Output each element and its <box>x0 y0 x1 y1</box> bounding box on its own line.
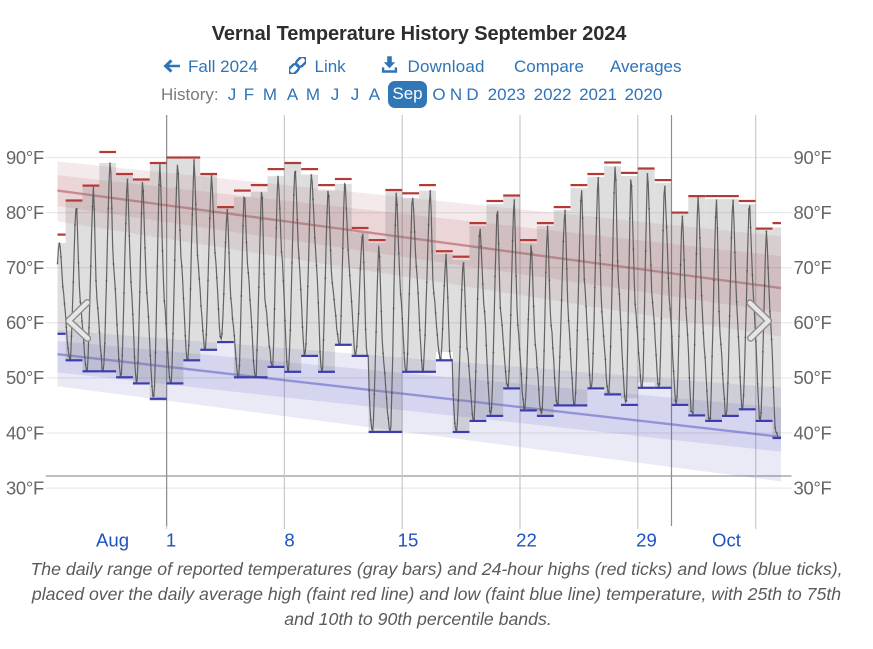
svg-text:50°F: 50°F <box>6 367 44 388</box>
svg-text:80°F: 80°F <box>794 202 832 223</box>
svg-text:15: 15 <box>398 529 419 550</box>
svg-text:80°F: 80°F <box>6 202 44 223</box>
svg-text:60°F: 60°F <box>794 312 832 333</box>
svg-text:30°F: 30°F <box>6 477 44 498</box>
svg-text:40°F: 40°F <box>6 422 44 443</box>
svg-text:40°F: 40°F <box>794 422 832 443</box>
svg-text:90°F: 90°F <box>794 147 832 168</box>
svg-text:1: 1 <box>166 529 176 550</box>
svg-text:Oct: Oct <box>712 529 742 550</box>
svg-text:60°F: 60°F <box>6 312 44 333</box>
svg-text:22: 22 <box>516 529 537 550</box>
svg-text:70°F: 70°F <box>6 257 44 278</box>
svg-text:90°F: 90°F <box>6 147 44 168</box>
svg-text:70°F: 70°F <box>794 257 832 278</box>
svg-text:29: 29 <box>636 529 657 550</box>
svg-text:30°F: 30°F <box>794 477 832 498</box>
svg-text:Aug: Aug <box>96 529 129 550</box>
svg-text:8: 8 <box>284 529 294 550</box>
svg-text:50°F: 50°F <box>794 367 832 388</box>
